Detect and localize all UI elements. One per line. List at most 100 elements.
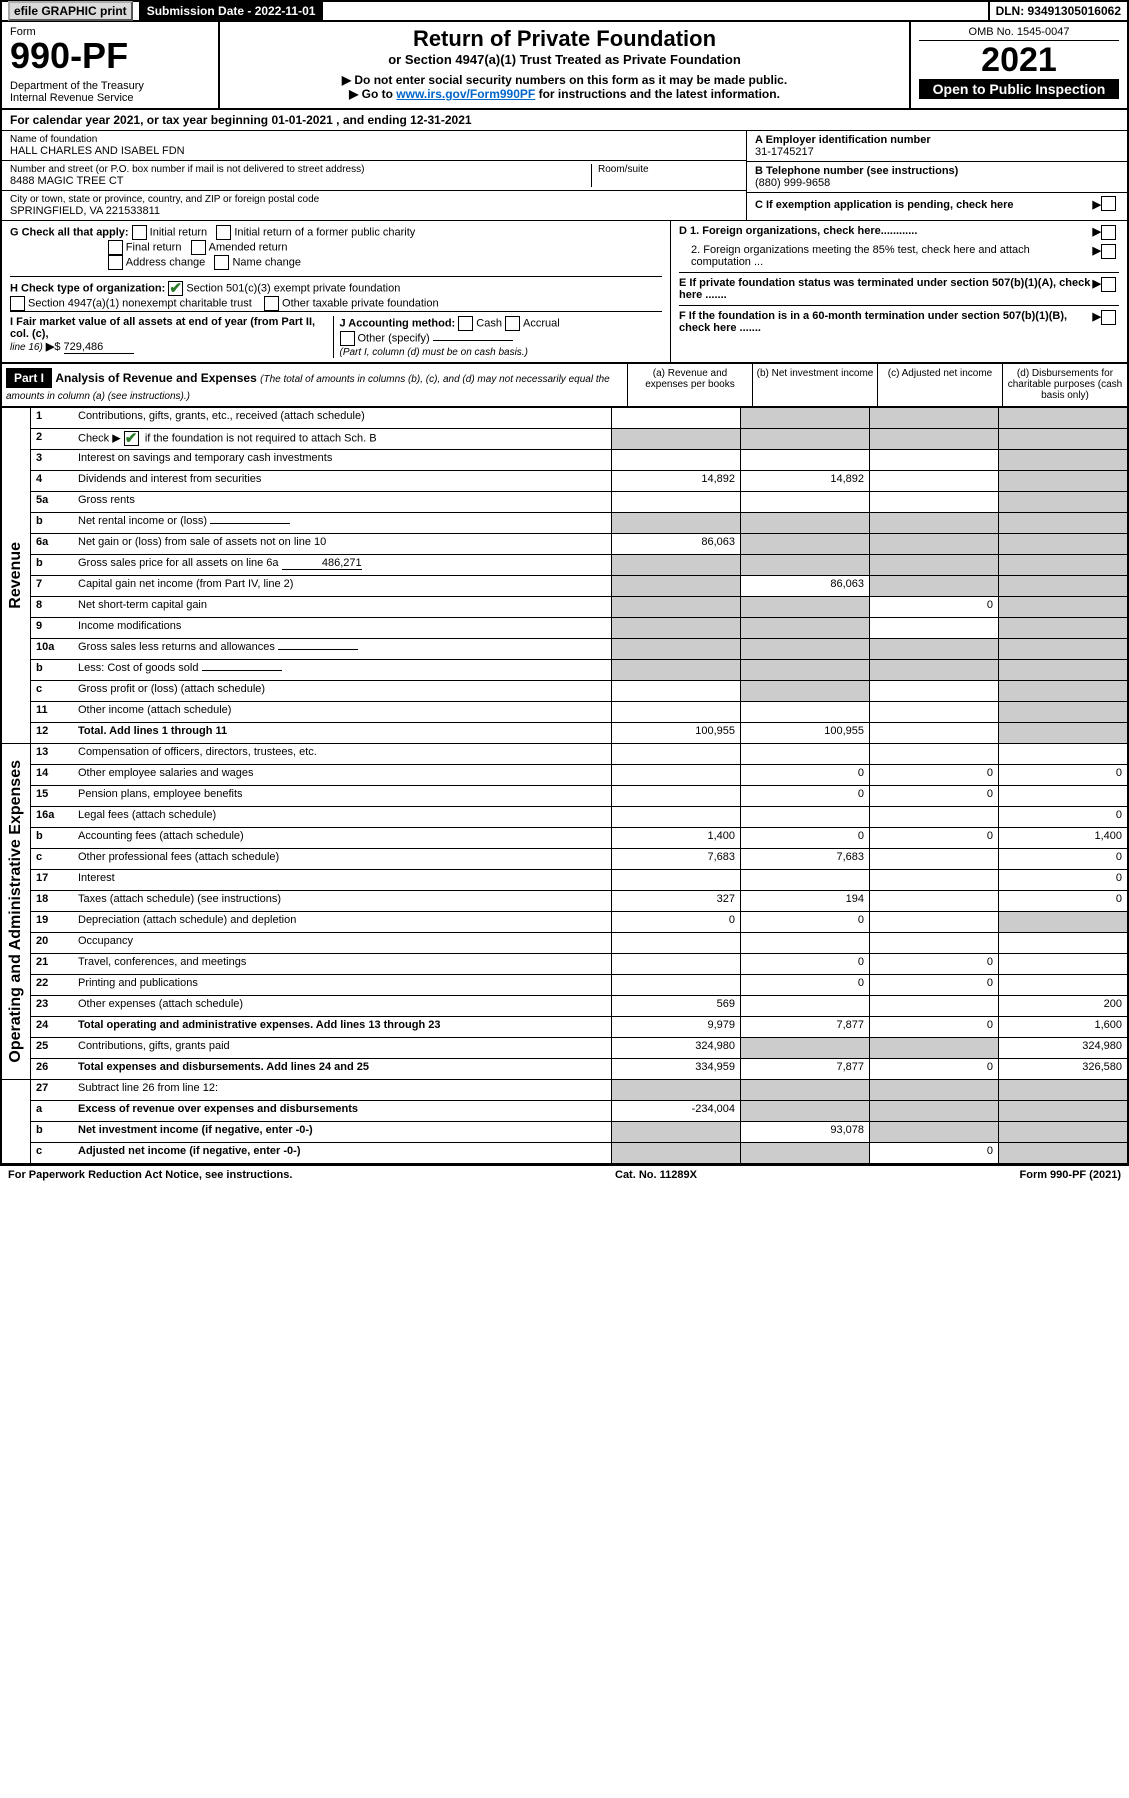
j-cash-checkbox[interactable] bbox=[458, 316, 473, 331]
arrow-icon: ▶ bbox=[1093, 277, 1101, 301]
input-5b[interactable] bbox=[210, 523, 290, 524]
ln-6b: b bbox=[31, 555, 73, 575]
form-link[interactable]: www.irs.gov/Form990PF bbox=[396, 87, 535, 101]
v9c bbox=[869, 618, 998, 638]
ln-7: 7 bbox=[31, 576, 73, 596]
v15a bbox=[611, 786, 740, 806]
g-former-checkbox[interactable] bbox=[216, 225, 231, 240]
line-27a: aExcess of revenue over expenses and dis… bbox=[31, 1101, 1127, 1122]
v5ad bbox=[998, 492, 1127, 512]
v4c bbox=[869, 471, 998, 491]
line-24: 24Total operating and administrative exp… bbox=[31, 1017, 1127, 1038]
e-row: E If private foundation status was termi… bbox=[679, 277, 1119, 306]
fmv-value: 729,486 bbox=[64, 341, 134, 354]
f-checkbox[interactable] bbox=[1101, 310, 1116, 325]
g-amended-checkbox[interactable] bbox=[191, 240, 206, 255]
desc-6b-text: Gross sales price for all assets on line… bbox=[78, 557, 279, 569]
desc-5b: Net rental income or (loss) bbox=[73, 513, 611, 533]
j-other-input[interactable] bbox=[433, 340, 513, 341]
v6bb bbox=[740, 555, 869, 575]
desc-7: Capital gain net income (from Part IV, l… bbox=[73, 576, 611, 596]
v16bd: 1,400 bbox=[998, 828, 1127, 848]
col-d-header: (d) Disbursements for charitable purpose… bbox=[1002, 364, 1127, 406]
g-initial-checkbox[interactable] bbox=[132, 225, 147, 240]
v1b bbox=[740, 408, 869, 428]
v4a: 14,892 bbox=[611, 471, 740, 491]
v10ba bbox=[611, 660, 740, 680]
v24a: 9,979 bbox=[611, 1017, 740, 1037]
v27bc bbox=[869, 1122, 998, 1142]
expenses-section: Operating and Administrative Expenses 13… bbox=[2, 744, 1127, 1080]
expenses-rows: 13Compensation of officers, directors, t… bbox=[31, 744, 1127, 1079]
e-label: E If private foundation status was termi… bbox=[679, 277, 1093, 301]
desc-15: Pension plans, employee benefits bbox=[73, 786, 611, 806]
ln-20: 20 bbox=[31, 933, 73, 953]
v18a: 327 bbox=[611, 891, 740, 911]
line-10a: 10aGross sales less returns and allowanc… bbox=[31, 639, 1127, 660]
h-501c3-checkbox[interactable] bbox=[168, 281, 183, 296]
v5bb bbox=[740, 513, 869, 533]
v20a bbox=[611, 933, 740, 953]
ln-10a: 10a bbox=[31, 639, 73, 659]
h-other-checkbox[interactable] bbox=[264, 296, 279, 311]
desc-20: Occupancy bbox=[73, 933, 611, 953]
v17a bbox=[611, 870, 740, 890]
g-opt-5: Name change bbox=[232, 256, 301, 268]
d1-checkbox[interactable] bbox=[1101, 225, 1116, 240]
v16cc bbox=[869, 849, 998, 869]
part1-title: Analysis of Revenue and Expenses bbox=[55, 371, 256, 385]
v17b bbox=[740, 870, 869, 890]
v27cb bbox=[740, 1143, 869, 1163]
h-4947-checkbox[interactable] bbox=[10, 296, 25, 311]
j-other-checkbox[interactable] bbox=[340, 331, 355, 346]
spacer bbox=[323, 2, 989, 20]
line-25: 25Contributions, gifts, grants paid324,9… bbox=[31, 1038, 1127, 1059]
col-a-header: (a) Revenue and expenses per books bbox=[627, 364, 752, 406]
h-opt-1: Section 501(c)(3) exempt private foundat… bbox=[186, 282, 400, 294]
j-label: J Accounting method: bbox=[340, 317, 456, 329]
g-label: G Check all that apply: bbox=[10, 226, 129, 238]
ln-26: 26 bbox=[31, 1059, 73, 1079]
v9d bbox=[998, 618, 1127, 638]
efile-button[interactable]: efile GRAPHIC print bbox=[8, 1, 133, 21]
v23b bbox=[740, 996, 869, 1016]
calendar-year-line: For calendar year 2021, or tax year begi… bbox=[0, 110, 1129, 131]
desc-10b-text: Less: Cost of goods sold bbox=[78, 662, 198, 674]
desc-5b-text: Net rental income or (loss) bbox=[78, 515, 207, 527]
j-accrual-checkbox[interactable] bbox=[505, 316, 520, 331]
desc-13: Compensation of officers, directors, tru… bbox=[73, 744, 611, 764]
dln: DLN: 93491305016062 bbox=[990, 2, 1127, 20]
line-22: 22Printing and publications00 bbox=[31, 975, 1127, 996]
v3c bbox=[869, 450, 998, 470]
g-final-checkbox[interactable] bbox=[108, 240, 123, 255]
input-10a[interactable] bbox=[278, 649, 358, 650]
desc-9: Income modifications bbox=[73, 618, 611, 638]
desc-16c: Other professional fees (attach schedule… bbox=[73, 849, 611, 869]
v27c bbox=[869, 1080, 998, 1100]
phone-cell: B Telephone number (see instructions) (8… bbox=[747, 162, 1127, 193]
e-checkbox[interactable] bbox=[1101, 277, 1116, 292]
v10bd bbox=[998, 660, 1127, 680]
schb-checkbox[interactable] bbox=[124, 431, 139, 446]
v21b: 0 bbox=[740, 954, 869, 974]
v10ca bbox=[611, 681, 740, 701]
instr2-post: for instructions and the latest informat… bbox=[535, 87, 780, 101]
v3d bbox=[998, 450, 1127, 470]
line-12: 12Total. Add lines 1 through 11100,95510… bbox=[31, 723, 1127, 743]
v19d bbox=[998, 912, 1127, 932]
revenue-label-text: Revenue bbox=[7, 542, 25, 609]
g-address-checkbox[interactable] bbox=[108, 255, 123, 270]
desc-5a: Gross rents bbox=[73, 492, 611, 512]
input-10b[interactable] bbox=[202, 670, 282, 671]
v1a bbox=[611, 408, 740, 428]
d2-checkbox[interactable] bbox=[1101, 244, 1116, 259]
v14b: 0 bbox=[740, 765, 869, 785]
v18c bbox=[869, 891, 998, 911]
instruction-2: ▶ Go to www.irs.gov/Form990PF for instru… bbox=[228, 87, 901, 101]
entity-info: Name of foundation HALL CHARLES AND ISAB… bbox=[0, 131, 1129, 221]
c-checkbox[interactable] bbox=[1101, 196, 1116, 211]
ln-8: 8 bbox=[31, 597, 73, 617]
g-name-checkbox[interactable] bbox=[214, 255, 229, 270]
v23c bbox=[869, 996, 998, 1016]
v16ac bbox=[869, 807, 998, 827]
